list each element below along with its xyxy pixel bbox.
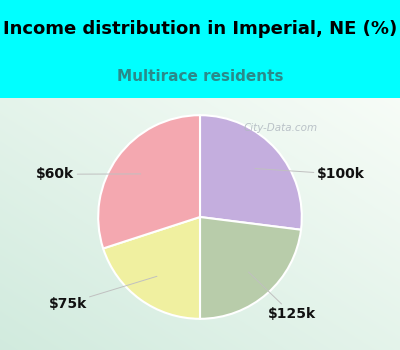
Wedge shape	[200, 115, 302, 230]
Text: $125k: $125k	[248, 272, 316, 321]
Text: Income distribution in Imperial, NE (%): Income distribution in Imperial, NE (%)	[3, 20, 397, 38]
Text: $100k: $100k	[255, 167, 364, 181]
Text: $75k: $75k	[48, 276, 157, 310]
Wedge shape	[200, 217, 301, 319]
Text: $60k: $60k	[36, 167, 141, 181]
Wedge shape	[103, 217, 200, 319]
Text: City-Data.com: City-Data.com	[244, 123, 318, 133]
Wedge shape	[98, 115, 200, 248]
Text: Multirace residents: Multirace residents	[117, 69, 283, 84]
